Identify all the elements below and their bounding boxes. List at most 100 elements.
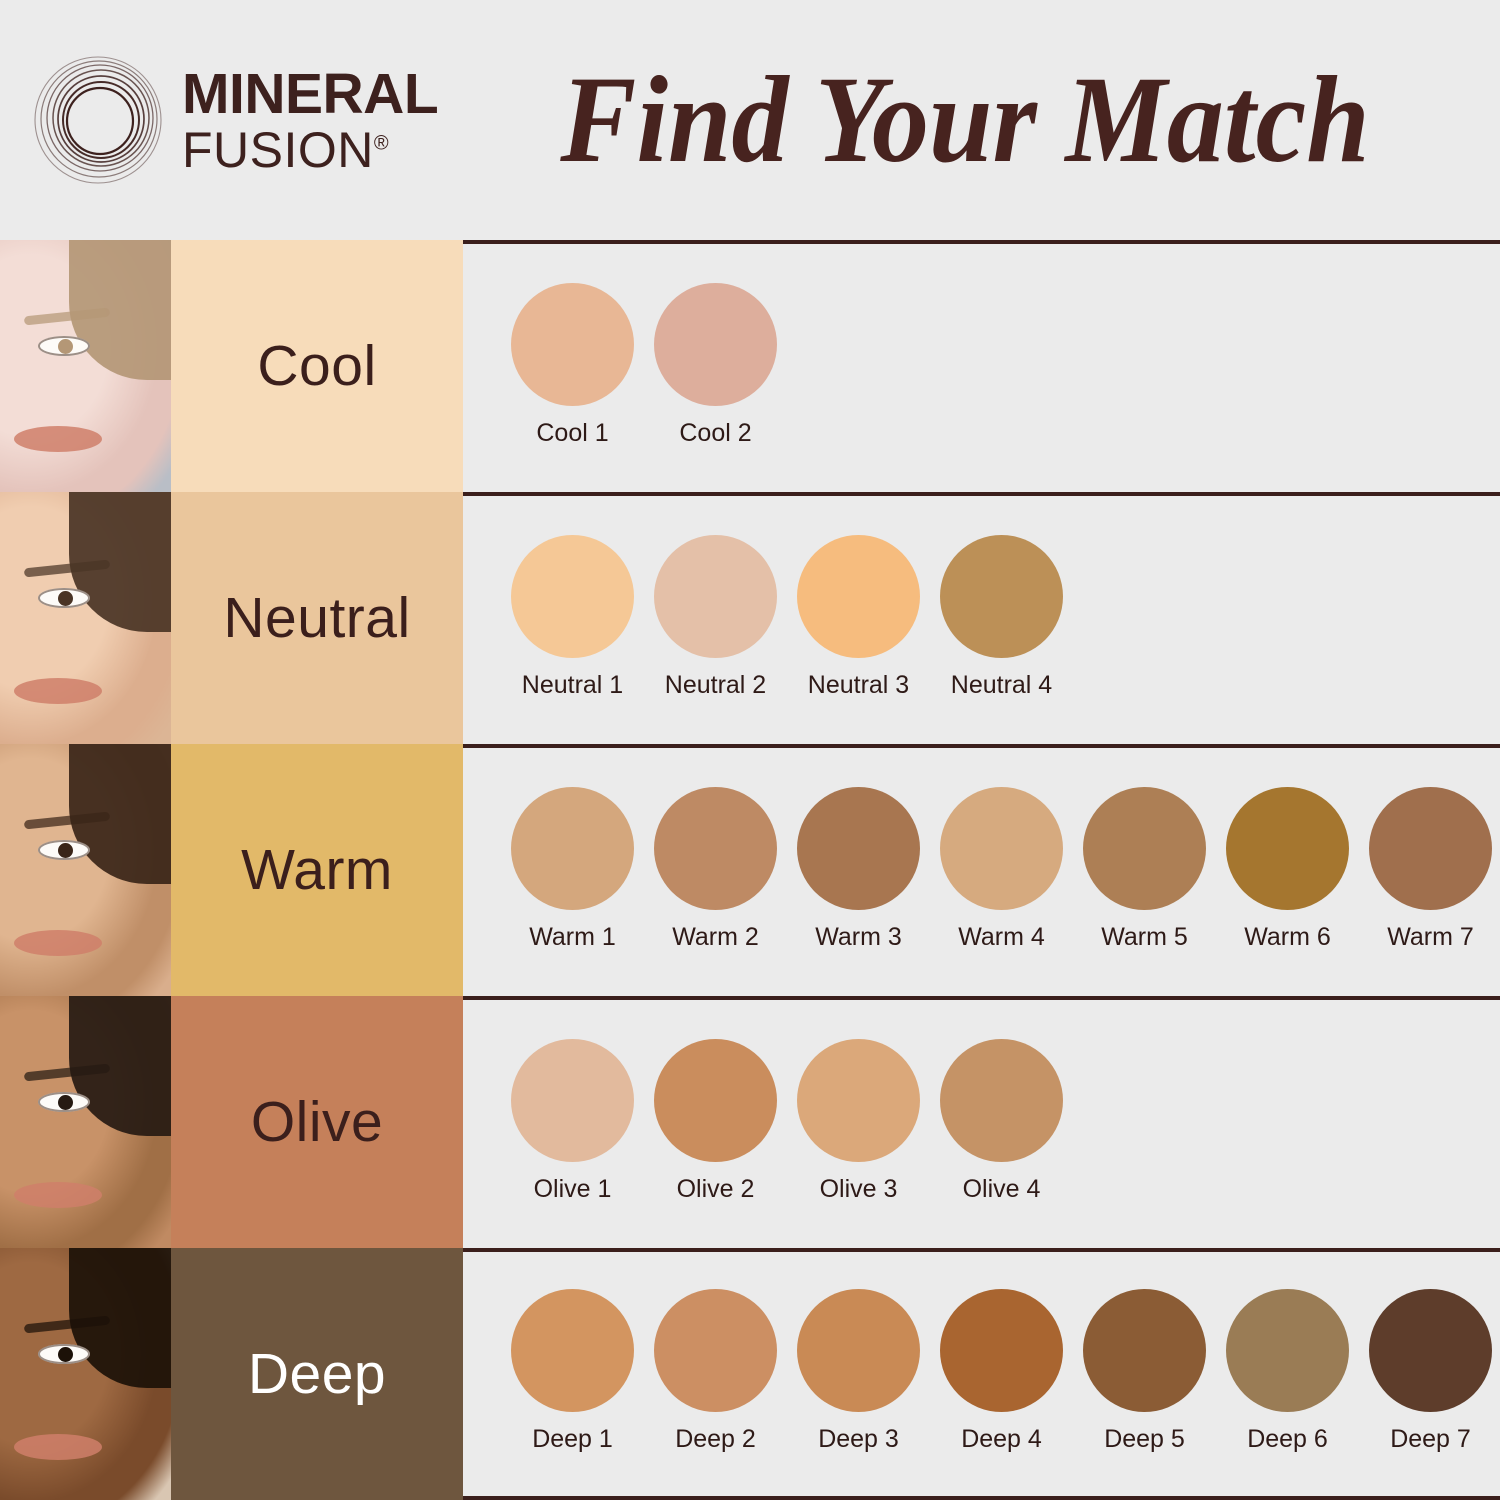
brand-wordmark: MINERAL FUSION®	[182, 61, 439, 175]
shade-swatch[interactable]: Deep 7	[1359, 1288, 1500, 1454]
shade-swatch[interactable]: Deep 4	[930, 1288, 1073, 1454]
swatch-panel: Olive 1 Olive 2 Olive 3 Olive 4	[463, 996, 1500, 1248]
model-photo-olive	[0, 996, 171, 1248]
shade-row: Warm Warm 1 Warm 2 Warm 3 Warm 4 Warm 5 Warm 6…	[0, 744, 1500, 996]
shade-dot[interactable]	[511, 1288, 634, 1412]
shade-swatch[interactable]: Warm 7	[1359, 786, 1500, 952]
shade-swatch[interactable]: Neutral 3	[787, 534, 930, 700]
iris	[58, 591, 73, 606]
shade-dot[interactable]	[511, 786, 634, 910]
shade-dot[interactable]	[654, 786, 777, 910]
shade-swatch[interactable]: Neutral 2	[644, 534, 787, 700]
shade-swatch[interactable]: Warm 5	[1073, 786, 1216, 952]
swatch-panel: Neutral 1 Neutral 2 Neutral 3 Neutral 4	[463, 492, 1500, 744]
shade-swatch[interactable]: Neutral 1	[501, 534, 644, 700]
lips	[14, 930, 102, 956]
concentric-rings-logo-icon	[32, 54, 164, 186]
shade-dot[interactable]	[1226, 786, 1349, 910]
shade-dot[interactable]	[654, 1038, 777, 1162]
swatch-panel: Warm 1 Warm 2 Warm 3 Warm 4 Warm 5 Warm 6 Warm…	[463, 744, 1500, 996]
shade-dot[interactable]	[511, 534, 634, 658]
swatch-strip: Deep 1 Deep 2 Deep 3 Deep 4 Deep 5 Deep 6 Deep…	[501, 1288, 1500, 1454]
shade-swatch[interactable]: Deep 2	[644, 1288, 787, 1454]
shade-name: Warm 3	[815, 922, 902, 951]
shade-name: Warm 4	[958, 922, 1045, 951]
category-block-olive: Olive	[171, 996, 463, 1248]
lips	[14, 678, 102, 704]
lips	[14, 1434, 102, 1460]
shade-dot[interactable]	[654, 1288, 777, 1412]
lips	[14, 426, 102, 452]
swatch-strip: Neutral 1 Neutral 2 Neutral 3 Neutral 4	[501, 534, 1073, 700]
shade-name: Deep 7	[1390, 1424, 1471, 1453]
swatch-strip: Warm 1 Warm 2 Warm 3 Warm 4 Warm 5 Warm 6 Warm…	[501, 786, 1500, 952]
shade-swatch[interactable]: Deep 3	[787, 1288, 930, 1454]
shade-name: Warm 5	[1101, 922, 1188, 951]
shade-swatch[interactable]: Warm 4	[930, 786, 1073, 952]
shade-dot[interactable]	[940, 1288, 1063, 1412]
lips	[14, 1182, 102, 1208]
shade-dot[interactable]	[797, 1288, 920, 1412]
shade-name: Neutral 1	[521, 670, 624, 699]
shade-swatch[interactable]: Warm 6	[1216, 786, 1359, 952]
shade-swatch[interactable]: Deep 6	[1216, 1288, 1359, 1454]
shade-rows: Cool Cool 1 Cool 2 Neutral Neutral 1 Neutral …	[0, 240, 1500, 1500]
category-label: Deep	[247, 1342, 387, 1406]
shade-name: Neutral 3	[807, 670, 910, 699]
shade-dot[interactable]	[940, 786, 1063, 910]
shade-dot[interactable]	[1083, 786, 1206, 910]
category-block-cool: Cool	[171, 240, 463, 492]
shade-swatch[interactable]: Deep 5	[1073, 1288, 1216, 1454]
shade-name: Olive 1	[533, 1174, 612, 1203]
shade-swatch[interactable]: Olive 1	[501, 1038, 644, 1204]
shade-name: Deep 4	[961, 1424, 1042, 1453]
swatch-strip: Olive 1 Olive 2 Olive 3 Olive 4	[501, 1038, 1073, 1204]
shade-name: Olive 2	[676, 1174, 755, 1203]
shade-dot[interactable]	[940, 534, 1063, 658]
shade-name: Warm 1	[529, 922, 616, 951]
shade-dot[interactable]	[797, 534, 920, 658]
shade-swatch[interactable]: Neutral 4	[930, 534, 1073, 700]
shade-swatch[interactable]: Olive 2	[644, 1038, 787, 1204]
brand-lockup: MINERAL FUSION®	[32, 54, 452, 186]
category-block-neutral: Neutral	[171, 492, 463, 744]
shade-swatch[interactable]: Warm 2	[644, 786, 787, 952]
shade-dot[interactable]	[1369, 1288, 1492, 1412]
shade-dot[interactable]	[797, 786, 920, 910]
shade-swatch[interactable]: Warm 3	[787, 786, 930, 952]
iris	[58, 339, 73, 354]
shade-dot[interactable]	[654, 282, 777, 406]
swatch-strip: Cool 1 Cool 2	[501, 282, 787, 448]
iris	[58, 843, 73, 858]
model-photo-warm	[0, 744, 171, 996]
shade-dot[interactable]	[654, 534, 777, 658]
shade-name: Warm 6	[1244, 922, 1331, 951]
swatch-panel: Cool 1 Cool 2	[463, 240, 1500, 492]
shade-dot[interactable]	[511, 282, 634, 406]
category-label: Cool	[257, 334, 377, 398]
shade-name: Olive 4	[962, 1174, 1041, 1203]
shade-swatch[interactable]: Cool 1	[501, 282, 644, 448]
brand-name-mineral: MINERAL	[182, 61, 439, 126]
category-block-warm: Warm	[171, 744, 463, 996]
shade-name: Warm 7	[1387, 922, 1474, 951]
shade-swatch[interactable]: Deep 1	[501, 1288, 644, 1454]
shade-dot[interactable]	[1083, 1288, 1206, 1412]
shade-dot[interactable]	[797, 1038, 920, 1162]
shade-dot[interactable]	[1226, 1288, 1349, 1412]
shade-swatch[interactable]: Olive 4	[930, 1038, 1073, 1204]
registered-mark: ®	[373, 131, 390, 154]
shade-dot[interactable]	[511, 1038, 634, 1162]
shade-row: Olive Olive 1 Olive 2 Olive 3 Olive 4	[0, 996, 1500, 1248]
shade-swatch[interactable]: Warm 1	[501, 786, 644, 952]
iris	[58, 1095, 73, 1110]
shade-dot[interactable]	[1369, 786, 1492, 910]
page-title: Find Your Match	[560, 51, 1370, 188]
shade-name: Cool 2	[679, 418, 752, 447]
shade-swatch[interactable]: Olive 3	[787, 1038, 930, 1204]
shade-dot[interactable]	[940, 1038, 1063, 1162]
shade-swatch[interactable]: Cool 2	[644, 282, 787, 448]
shade-name: Warm 2	[672, 922, 759, 951]
shade-name: Deep 6	[1247, 1424, 1328, 1453]
